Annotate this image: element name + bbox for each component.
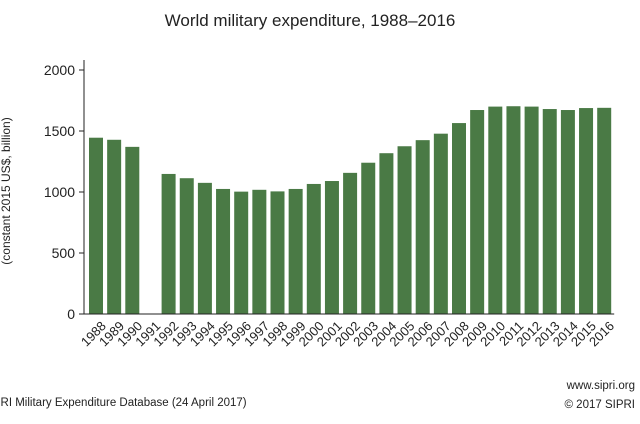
bar-1994: [197, 182, 212, 314]
bar-1993: [179, 178, 194, 314]
bar-2013: [542, 109, 557, 314]
copyright-note: © 2017 SIPRI: [565, 399, 635, 411]
y-tick-label: 0: [67, 306, 75, 322]
bars: [89, 106, 612, 315]
bar-2007: [433, 133, 448, 314]
bar-2002: [343, 172, 358, 314]
bar-1999: [288, 188, 303, 314]
y-tick-label: 2000: [44, 62, 75, 78]
bar-2003: [361, 162, 376, 314]
bar-2012: [524, 106, 539, 314]
bar-2016: [597, 107, 612, 314]
bar-2004: [379, 153, 394, 314]
bar-2015: [579, 108, 594, 314]
bar-2014: [560, 110, 575, 315]
bar-2011: [506, 106, 521, 314]
y-tick-label: 1500: [44, 123, 75, 139]
y-tick-label: 1000: [44, 184, 75, 200]
bar-1992: [161, 173, 176, 314]
chart-title: World military expenditure, 1988–2016: [165, 11, 456, 30]
bar-2010: [488, 106, 503, 314]
bar-1988: [89, 137, 103, 314]
source-note: SIPRI Military Expenditure Database (24 …: [0, 397, 247, 409]
bar-1990: [125, 146, 140, 314]
bar-2005: [397, 146, 412, 314]
source-url: www.sipri.org: [566, 380, 635, 392]
y-axis-label: (constant 2015 US$, billion): [0, 117, 13, 264]
bar-1997: [252, 189, 267, 314]
bar-1996: [234, 191, 249, 314]
bar-2009: [470, 110, 485, 315]
bar-1998: [270, 191, 285, 314]
bar-1995: [216, 188, 231, 314]
bar-2000: [306, 183, 321, 314]
y-axis: 0 500 1000 1500 2000: [44, 60, 85, 322]
bar-2006: [415, 140, 430, 314]
x-axis: 1988198919901991199219931994199519961997…: [78, 313, 617, 349]
bar-1989: [107, 139, 122, 314]
bar-2008: [452, 123, 466, 314]
bar-2001: [324, 181, 339, 314]
y-tick-label: 500: [52, 245, 76, 261]
